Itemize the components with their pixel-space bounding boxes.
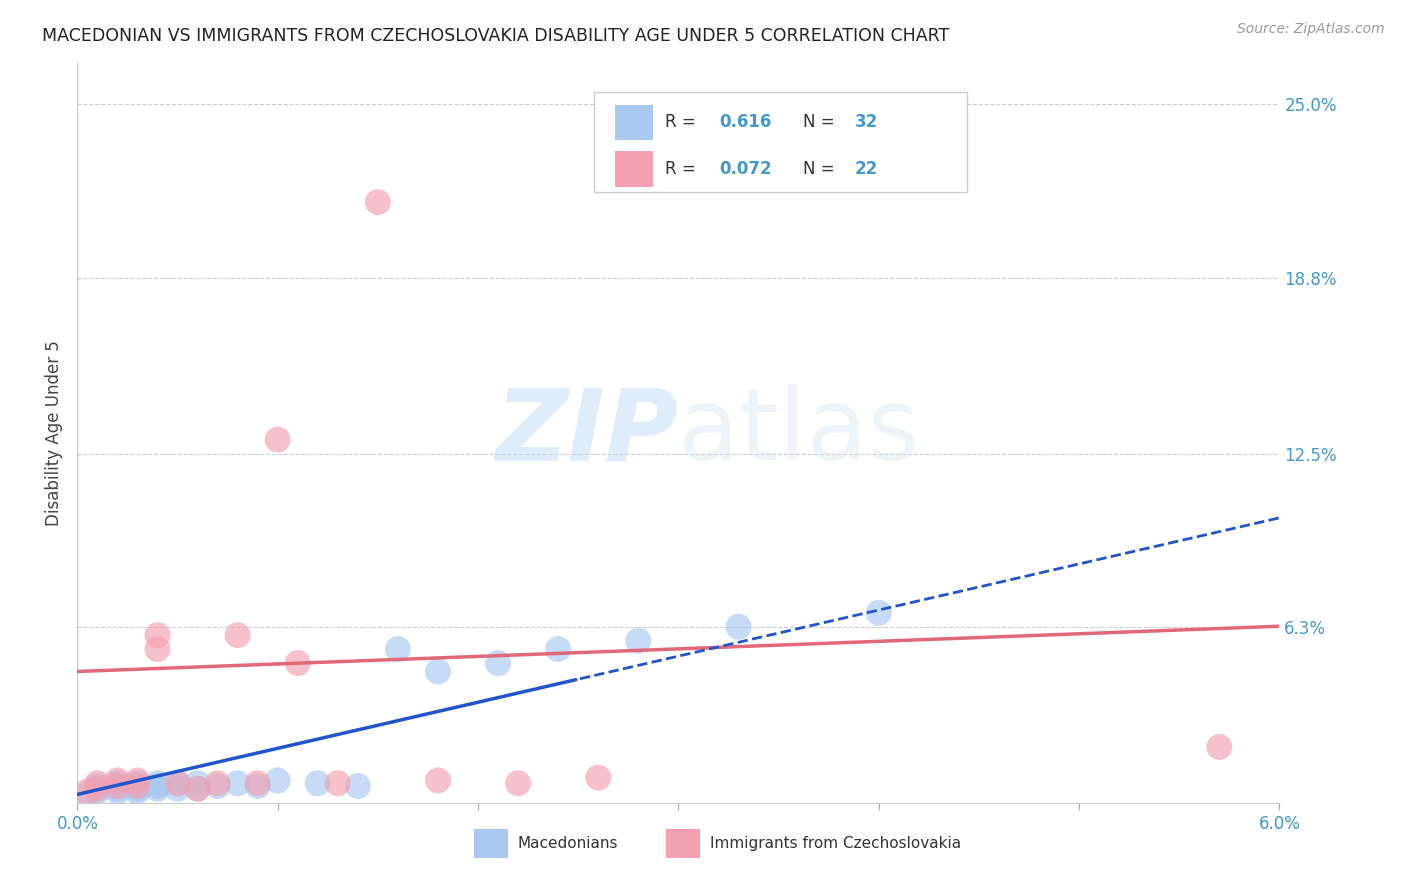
Point [226, 776, 249, 790]
Point [86, 779, 108, 793]
Point [367, 195, 389, 210]
Point [727, 620, 749, 634]
Point [127, 779, 149, 793]
Point [107, 784, 129, 798]
Text: R =: R = [665, 160, 702, 178]
Point [588, 771, 610, 785]
Point [86, 784, 108, 798]
Text: 32: 32 [855, 113, 879, 131]
Point [486, 656, 509, 670]
Bar [474, 829, 508, 858]
Point [86, 776, 108, 790]
Point [146, 628, 169, 642]
Point [267, 773, 290, 788]
Text: 0.072: 0.072 [720, 160, 772, 178]
Point [146, 781, 169, 796]
Point [287, 656, 309, 670]
Point [127, 773, 149, 788]
Text: N =: N = [803, 113, 841, 131]
Point [326, 776, 349, 790]
Point [166, 776, 188, 790]
Text: 0.616: 0.616 [720, 113, 772, 131]
Bar [666, 829, 700, 858]
Point [207, 779, 229, 793]
Point [86, 781, 108, 796]
Point [127, 781, 149, 796]
Text: R =: R = [665, 113, 702, 131]
Point [107, 776, 129, 790]
Point [1208, 739, 1230, 754]
Bar [614, 152, 654, 186]
FancyBboxPatch shape [595, 92, 967, 192]
Text: Macedonians: Macedonians [517, 836, 617, 851]
Point [387, 642, 409, 657]
Point [427, 665, 450, 679]
Point [186, 781, 209, 796]
Point [186, 776, 209, 790]
Text: Source: ZipAtlas.com: Source: ZipAtlas.com [1237, 22, 1385, 37]
Point [76, 788, 98, 802]
Text: ZIP: ZIP [495, 384, 679, 481]
Point [86, 781, 108, 796]
Bar [614, 104, 654, 140]
Point [347, 779, 370, 793]
Point [107, 779, 129, 793]
Point [146, 776, 169, 790]
Point [127, 784, 149, 798]
Text: N =: N = [803, 160, 841, 178]
Point [627, 633, 650, 648]
Point [127, 779, 149, 793]
Point [146, 779, 169, 793]
Point [127, 776, 149, 790]
Text: Immigrants from Czechoslovakia: Immigrants from Czechoslovakia [710, 836, 960, 851]
Point [107, 781, 129, 796]
Point [76, 784, 98, 798]
Point [246, 776, 269, 790]
Point [427, 773, 450, 788]
Y-axis label: Disability Age Under 5: Disability Age Under 5 [45, 340, 63, 525]
Point [186, 781, 209, 796]
Point [146, 642, 169, 657]
Point [868, 606, 890, 620]
Text: 22: 22 [855, 160, 879, 178]
Point [307, 776, 329, 790]
Point [207, 776, 229, 790]
Point [226, 628, 249, 642]
Point [166, 781, 188, 796]
Point [107, 773, 129, 788]
Point [547, 642, 569, 657]
Point [508, 776, 530, 790]
Text: atlas: atlas [679, 384, 920, 481]
Point [267, 433, 290, 447]
Point [246, 779, 269, 793]
Text: MACEDONIAN VS IMMIGRANTS FROM CZECHOSLOVAKIA DISABILITY AGE UNDER 5 CORRELATION : MACEDONIAN VS IMMIGRANTS FROM CZECHOSLOV… [42, 27, 949, 45]
Point [166, 776, 188, 790]
Point [107, 779, 129, 793]
